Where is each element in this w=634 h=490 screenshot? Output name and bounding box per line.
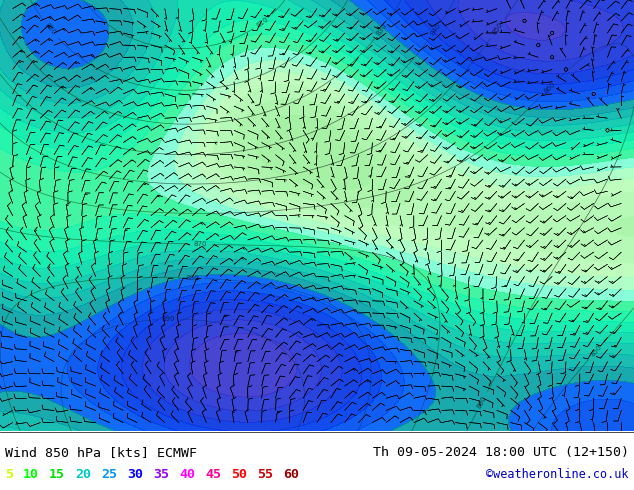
Text: 830: 830 bbox=[376, 22, 389, 36]
Text: 55: 55 bbox=[257, 468, 273, 481]
Text: 15: 15 bbox=[49, 468, 65, 481]
Text: 20: 20 bbox=[75, 468, 91, 481]
Text: 890: 890 bbox=[162, 316, 176, 322]
Text: 810: 810 bbox=[256, 15, 270, 28]
Text: ©weatheronline.co.uk: ©weatheronline.co.uk bbox=[486, 468, 629, 481]
Text: 50: 50 bbox=[231, 468, 247, 481]
Text: 860: 860 bbox=[543, 81, 556, 95]
Text: 820: 820 bbox=[44, 22, 57, 36]
Text: 870: 870 bbox=[194, 241, 207, 247]
Text: Wind 850 hPa [kts] ECMWF: Wind 850 hPa [kts] ECMWF bbox=[5, 446, 197, 460]
Text: 860: 860 bbox=[476, 394, 488, 409]
Text: 35: 35 bbox=[153, 468, 169, 481]
Text: 10: 10 bbox=[23, 468, 39, 481]
Text: 850: 850 bbox=[491, 22, 504, 36]
Text: 880: 880 bbox=[186, 275, 200, 281]
Text: 60: 60 bbox=[283, 468, 299, 481]
Text: 25: 25 bbox=[101, 468, 117, 481]
Text: Th 09-05-2024 18:00 UTC (12+150): Th 09-05-2024 18:00 UTC (12+150) bbox=[373, 446, 629, 460]
Text: 45: 45 bbox=[205, 468, 221, 481]
Text: 5: 5 bbox=[5, 468, 13, 481]
Text: 840: 840 bbox=[430, 22, 443, 36]
Text: 40: 40 bbox=[179, 468, 195, 481]
Text: 30: 30 bbox=[127, 468, 143, 481]
Text: 850: 850 bbox=[590, 344, 603, 358]
